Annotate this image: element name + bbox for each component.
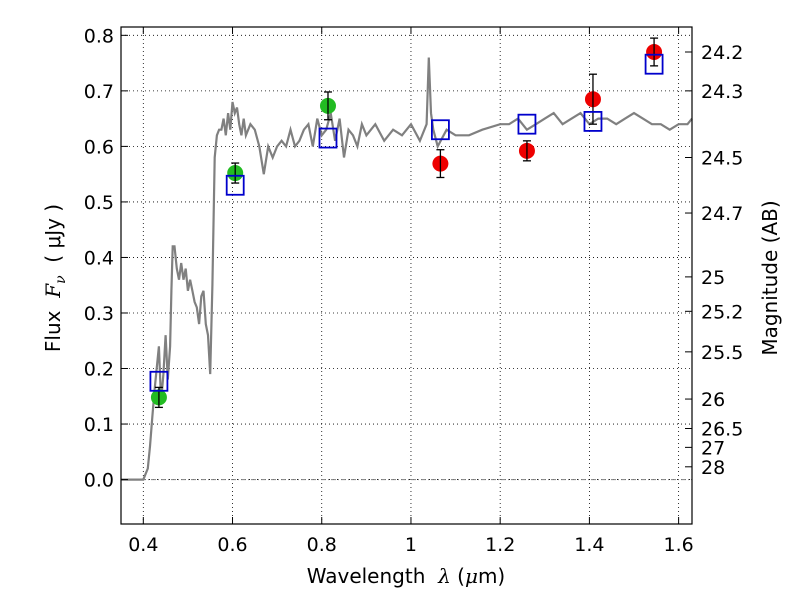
x-axis-ticks: 0.4 0.6 0.8 1 1.2 1.4 1.6 xyxy=(128,27,694,556)
model-band-square xyxy=(318,127,338,149)
x-tick-label: 1.2 xyxy=(485,534,515,556)
y2-tick-label: 24.2 xyxy=(701,42,743,64)
y2-tick-label: 26.5 xyxy=(701,418,743,440)
x-tick-label: 1.6 xyxy=(664,534,694,556)
x-tick-label: 1 xyxy=(405,534,417,556)
y2-tick-label: 27 xyxy=(701,437,725,459)
plot-frame xyxy=(120,26,693,525)
y2-tick-label: 25 xyxy=(701,267,725,289)
y2-tick-label: 25.2 xyxy=(701,301,743,323)
model-band-square xyxy=(583,111,603,132)
model-band-square xyxy=(149,370,169,392)
y-axis-ticks: 0.0 0.1 0.2 0.3 0.4 0.5 0.6 0.7 0.8 xyxy=(84,25,128,492)
x-axis-title: Wavelength λ (μm) xyxy=(307,564,506,588)
model-band-square xyxy=(517,113,537,135)
model-band-square xyxy=(431,119,450,141)
model-band-square xyxy=(225,174,245,196)
x-tick-label: 0.6 xyxy=(217,534,247,556)
y2-axis-title: Magnitude (AB) xyxy=(758,200,782,355)
y-tick-label: 0.1 xyxy=(84,414,114,436)
y-tick-label: 0.6 xyxy=(84,136,114,158)
y2-tick-label: 24.3 xyxy=(701,81,743,103)
y-tick-label: 0.7 xyxy=(84,81,114,103)
y-tick-label: 0.8 xyxy=(84,25,114,47)
model-band-square xyxy=(644,53,664,75)
model-spectrum-line xyxy=(121,57,693,481)
x-tick-label: 1.4 xyxy=(574,534,604,556)
y2-tick-label: 28 xyxy=(701,457,725,479)
x-tick-label: 0.8 xyxy=(307,534,337,556)
photometry-points xyxy=(149,37,664,409)
y2-tick-label: 24.7 xyxy=(701,203,743,225)
grid-lines xyxy=(121,27,692,524)
y-tick-label: 0.0 xyxy=(84,470,114,492)
y-tick-label: 0.5 xyxy=(84,192,114,214)
y-tick-label: 0.3 xyxy=(84,303,114,325)
y-axis-title: Flux Fν ( μJy ) xyxy=(41,204,69,352)
y2-tick-label: 25.5 xyxy=(701,342,743,364)
y-tick-label: 0.4 xyxy=(84,247,114,269)
y2-tick-label: 24.5 xyxy=(701,147,743,169)
x-tick-label: 0.4 xyxy=(128,534,158,556)
y-tick-label: 0.2 xyxy=(84,359,114,381)
y2-tick-label: 26 xyxy=(701,389,725,411)
